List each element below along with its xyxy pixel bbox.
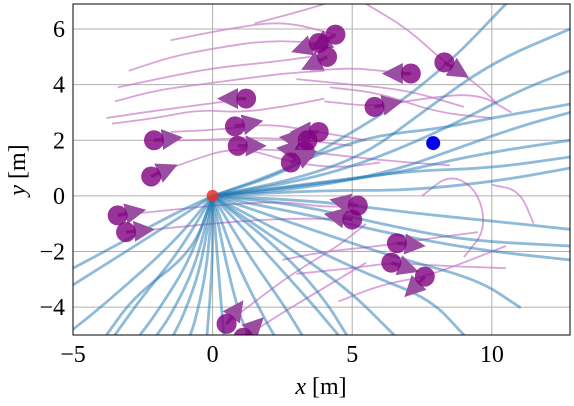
pedestrian [381, 252, 419, 276]
pedestrian-trail [365, 4, 499, 105]
pedestrian-disc [107, 205, 128, 226]
pedestrian [386, 233, 426, 255]
pedestrian-trail [111, 97, 325, 125]
x-tick-label: −5 [60, 342, 86, 368]
pedestrian-trail [117, 55, 311, 89]
robot-path [113, 194, 214, 335]
pedestrian [434, 52, 469, 78]
markers [206, 136, 441, 202]
pedestrian-trail [114, 69, 325, 103]
pedestrian [280, 149, 318, 173]
x-axis-label: x [m] [294, 374, 346, 400]
pedestrian-disc [381, 252, 402, 273]
pedestrian-disc [342, 209, 363, 230]
x-tick-labels: −5 0 5 10 [60, 342, 504, 368]
pedestrian-disc [434, 52, 455, 73]
pedestrian-disc [143, 130, 164, 151]
x-tick-label: 5 [346, 342, 358, 368]
pedestrian-disc [280, 152, 301, 173]
pedestrian [217, 88, 257, 110]
pedestrian-disc [317, 46, 338, 67]
y-tick-label: −4 [39, 295, 65, 321]
pedestrian-disc [116, 222, 137, 243]
pedestrian-trail [421, 177, 485, 258]
start-marker [206, 189, 219, 202]
robot-path [211, 194, 570, 262]
pedestrian-trail [106, 97, 247, 119]
pedestrian-disc [325, 24, 346, 45]
pedestrian-disc [414, 266, 435, 287]
pedestrian [301, 46, 338, 70]
y-axis-label: y [m] [5, 144, 31, 197]
y-tick-label: 6 [53, 17, 65, 43]
robot-path [211, 194, 276, 335]
pedestrian-trail [254, 4, 325, 25]
pedestrian-trail [337, 245, 507, 303]
robot-path [138, 194, 214, 335]
robot-path [211, 194, 304, 335]
goal-marker [426, 136, 441, 151]
y-tick-label: 0 [53, 184, 65, 210]
pedestrian-disc [216, 313, 237, 334]
y-tick-label: 4 [53, 73, 65, 99]
pedestrian-trail [296, 262, 506, 275]
robot-path [73, 194, 214, 270]
robot-path [73, 194, 214, 331]
pedestrian [141, 163, 178, 187]
pedestrian [233, 317, 264, 335]
pedestrian [107, 203, 147, 226]
robot-path [211, 4, 508, 198]
pedestrian-trail [296, 78, 465, 108]
pedestrian [224, 114, 264, 137]
robot-path [211, 27, 570, 198]
pedestrian-trail [282, 231, 479, 261]
pedestrian [116, 220, 155, 243]
pedestrian [227, 135, 267, 157]
pedestrian-disc [224, 116, 245, 137]
pedestrian-disc [400, 63, 421, 84]
y-tick-labels: −4 −2 0 2 4 6 [39, 17, 65, 321]
pedestrian-trail [128, 40, 319, 72]
pedestrian-disc [233, 327, 253, 335]
pedestrian [381, 63, 421, 85]
robot-path [105, 194, 214, 335]
pedestrian-disc [227, 135, 248, 156]
robot-path [211, 111, 570, 198]
pedestrian [143, 129, 183, 151]
y-tick-label: 2 [53, 128, 65, 154]
velocity-arrow [241, 317, 264, 335]
robot-path [211, 194, 522, 309]
pedestrian-disc [236, 88, 257, 109]
robot-path [211, 194, 348, 335]
robot-path [211, 69, 570, 198]
pedestrian [216, 300, 244, 334]
pedestrians [107, 24, 469, 335]
pedestrian-disc [386, 233, 407, 254]
plot-frame [72, 3, 571, 336]
pedestrian [364, 95, 403, 117]
pedestrian [404, 266, 435, 298]
pedestrian-trail [170, 22, 336, 42]
pedestrian-disc [364, 96, 385, 117]
robot-path [211, 194, 570, 231]
pedestrian-trail [491, 183, 535, 225]
x-tick-label: 10 [480, 342, 504, 368]
pedestrian-disc [141, 166, 162, 187]
pedestrian [323, 207, 363, 230]
x-tick-label: 0 [207, 342, 219, 368]
y-tick-label: −2 [39, 240, 65, 266]
robot-path [211, 102, 570, 198]
pedestrian-trail [150, 149, 381, 178]
